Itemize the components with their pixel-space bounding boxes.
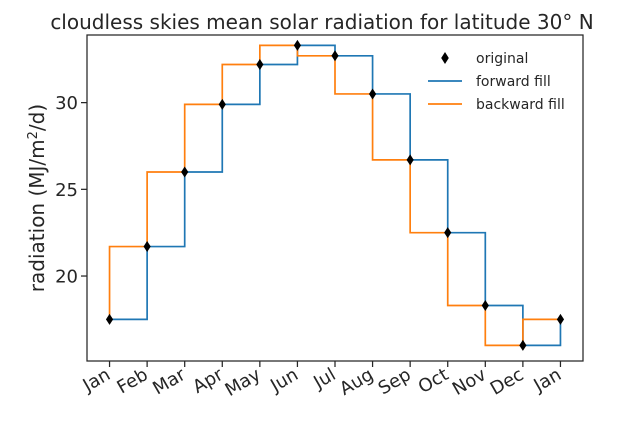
x-tick-label: Jan: [79, 364, 114, 397]
data-point-marker: [293, 39, 302, 51]
legend-label: backward fill: [476, 97, 565, 113]
data-point-marker: [556, 313, 565, 325]
y-axis-label: radiation (MJ/m2/d): [25, 104, 49, 292]
y-axis-ticks: 20 25 30: [55, 93, 87, 288]
x-tick-label: Feb: [114, 364, 152, 398]
series-line-2: [108, 44, 561, 347]
x-tick-label: Oct: [415, 364, 452, 398]
x-tick-label: Apr: [189, 364, 227, 398]
legend-label: original: [476, 51, 528, 67]
data-point-marker: [481, 300, 489, 312]
legend: original forward fill backward fill: [428, 51, 565, 113]
legend-marker-swatch: [441, 52, 449, 64]
data-point-marker: [143, 241, 151, 253]
data-point-marker: [444, 227, 452, 239]
x-tick-label: Nov: [449, 364, 490, 400]
data-point-marker: [256, 58, 264, 70]
x-tick-label: Sep: [375, 364, 415, 399]
x-tick-label: Dec: [487, 364, 528, 400]
x-tick-label: Jun: [266, 364, 302, 397]
data-point-marker: [181, 166, 189, 178]
y-tick-label: 30: [55, 93, 78, 114]
plot-markers: [105, 39, 565, 351]
y-tick-label: 20: [55, 267, 78, 288]
x-tick-label: May: [222, 364, 265, 401]
legend-label: forward fill: [476, 74, 551, 90]
x-tick-label: Jan: [530, 364, 565, 397]
y-tick-label: 25: [55, 180, 78, 201]
data-point-marker: [105, 313, 114, 325]
data-point-marker: [519, 339, 527, 351]
data-point-marker: [331, 50, 339, 62]
data-point-marker: [218, 98, 226, 110]
x-tick-label: Jul: [309, 364, 339, 394]
data-point-marker: [406, 154, 414, 166]
plot-series: [108, 44, 562, 347]
x-tick-label: Mar: [149, 364, 189, 399]
data-point-marker: [368, 88, 377, 100]
x-tick-label: Aug: [336, 364, 377, 400]
chart-title: cloudless skies mean solar radiation for…: [50, 10, 593, 34]
